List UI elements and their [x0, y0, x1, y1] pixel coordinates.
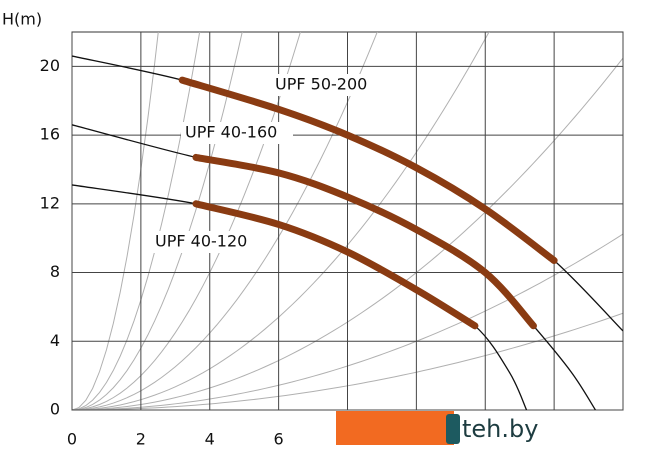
x-tick-label: 4: [205, 430, 215, 449]
watermark-banner: teh.by: [336, 411, 670, 471]
y-tick-label: 8: [50, 262, 60, 281]
label-bg: [151, 231, 263, 253]
banner-orange: [336, 411, 454, 445]
system-curve: [72, 32, 243, 410]
x-tick-label: 6: [274, 430, 284, 449]
y-tick-label: 12: [40, 193, 60, 212]
operating-range: [178, 76, 558, 265]
operating-range: [192, 153, 537, 330]
x-tick-label: 0: [67, 430, 77, 449]
y-tick-label: 16: [40, 125, 60, 144]
curves: [72, 55, 623, 410]
y-tick-label: 4: [50, 331, 60, 350]
watermark: teh.by: [462, 415, 538, 443]
y-tick-label: 0: [50, 400, 60, 419]
logo-icon: [446, 414, 460, 444]
x-tick-label: 2: [136, 430, 146, 449]
operating-range: [192, 200, 479, 330]
series-label: UPF 50-200: [275, 75, 367, 94]
system-curve: [72, 32, 201, 410]
series-label: UPF 40-120: [155, 232, 247, 251]
system-curve: [72, 32, 301, 410]
label-bg: [181, 122, 293, 144]
y-tick-label: 20: [40, 56, 60, 75]
y-axis-label: H(m): [2, 10, 42, 29]
series-label: UPF 40-160: [185, 123, 277, 142]
label-bg: [271, 74, 383, 96]
